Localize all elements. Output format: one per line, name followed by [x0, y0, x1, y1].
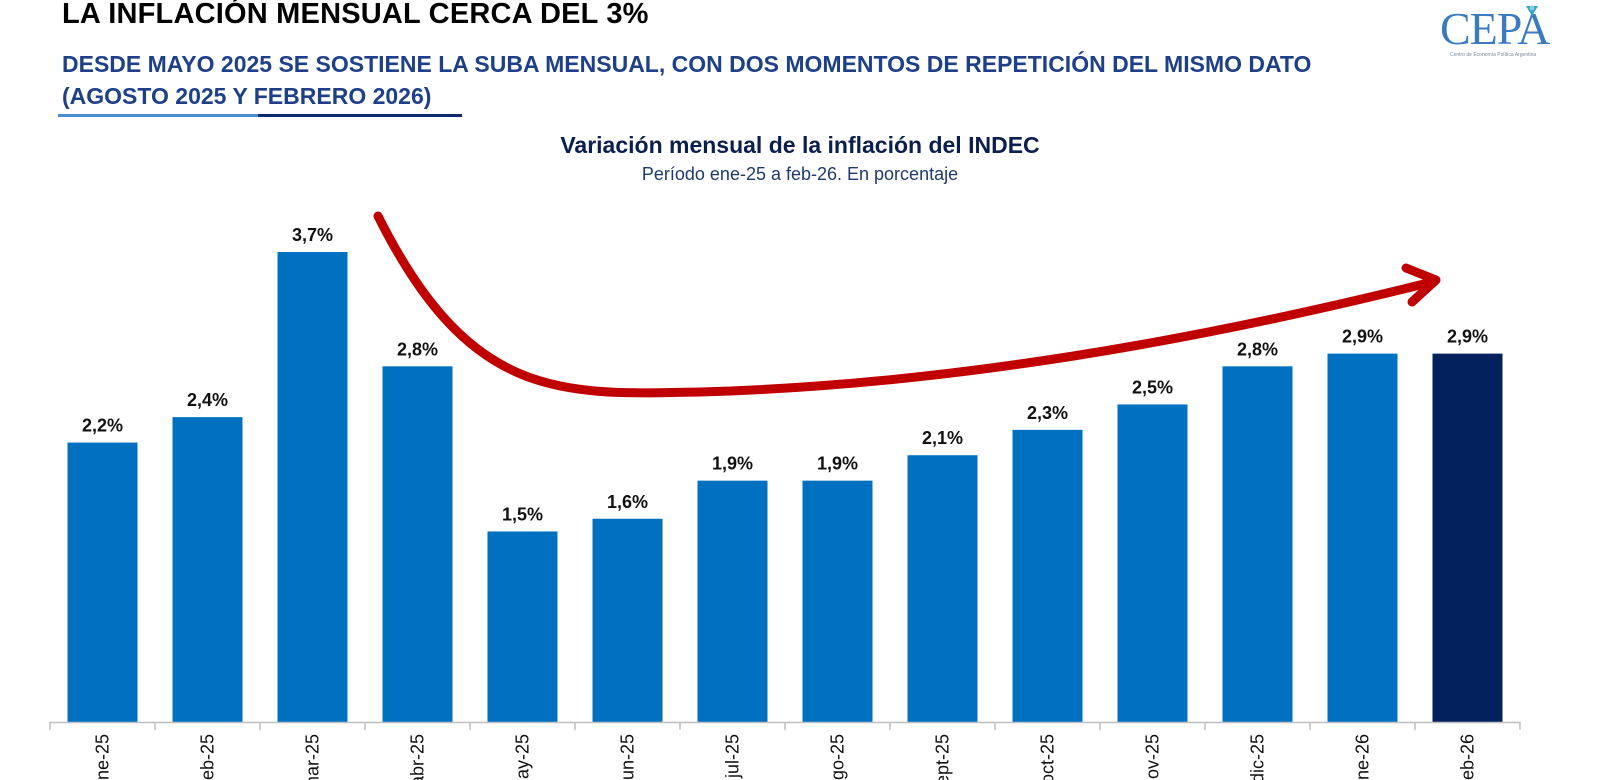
x-tick-label-jun-25: jun-25 [618, 734, 638, 780]
cepa-logo: CEPA Centro de Economía Política Argenti… [1440, 2, 1560, 62]
trend-arrow [373, 211, 1441, 398]
bar-oct-25 [1012, 429, 1083, 722]
bar-jul-25 [697, 480, 768, 722]
bar-dic-25 [1222, 366, 1293, 722]
bar-feb-26 [1432, 353, 1503, 722]
subtitle-underline-light [58, 114, 258, 117]
logo-tagline: Centro de Economía Política Argentina [1450, 52, 1537, 58]
value-label-nov-25: 2,5% [1132, 377, 1173, 397]
subtitle: DESDE MAYO 2025 SE SOSTIENE LA SUBA MENS… [62, 51, 1312, 109]
main-title: LA INFLACIÓN MENSUAL CERCA DEL 3% [62, 0, 649, 30]
bar-mar-25 [277, 252, 348, 722]
trend-arrow-head [1401, 263, 1441, 307]
x-tick-label-jul-25: jul-25 [723, 734, 743, 779]
value-label-may-25: 1,5% [502, 504, 543, 524]
value-label-oct-25: 2,3% [1027, 403, 1068, 423]
value-label-jun-25: 1,6% [607, 492, 648, 512]
chart-subtitle: Período ene-25 a feb-26. En porcentaje [641, 164, 959, 184]
x-tick-label-mar-25: mar-25 [303, 734, 323, 780]
bars-group [67, 252, 1503, 722]
x-tick-label-abr-25: abr-25 [408, 734, 428, 780]
value-label-mar-25: 3,7% [292, 225, 333, 245]
x-tick-label-oct-25: oct-25 [1038, 734, 1058, 780]
x-tick-label-ene-26: ene-26 [1353, 734, 1373, 780]
x-tick-label-ene-25: ene-25 [93, 734, 113, 780]
bar-jun-25 [592, 518, 663, 722]
x-tick-label-dic-25: dic-25 [1248, 734, 1268, 780]
value-label-jul-25: 1,9% [712, 454, 753, 474]
x-tick-label-feb-26: feb-26 [1458, 734, 1478, 780]
x-tick-label-may-25: may-25 [513, 734, 533, 780]
bar-sept-25 [907, 455, 978, 722]
bar-nov-25 [1117, 404, 1188, 722]
bar-ene-25 [67, 442, 138, 722]
value-label-ago-25: 1,9% [817, 454, 858, 474]
value-label-ene-25: 2,2% [82, 416, 123, 436]
logo-drop-icon [1526, 5, 1538, 16]
x-tick-label-ago-25: ago-25 [828, 734, 848, 780]
value-label-feb-25: 2,4% [187, 390, 228, 410]
chart-title: Variación mensual de la inflación del IN… [560, 132, 1040, 158]
value-label-ene-26: 2,9% [1342, 327, 1383, 347]
value-label-abr-25: 2,8% [397, 339, 438, 359]
value-labels-group: 2,2% 2,4% 3,7% 2,8% 1,5% 1,6% 1,9% 1,9% 2,1% 2,3%… [82, 225, 1488, 524]
subtitle-underline-dark [258, 114, 462, 117]
bar-feb-25 [172, 417, 243, 722]
bar-may-25 [487, 531, 558, 722]
x-tick-label-nov-25: nov-25 [1143, 734, 1163, 780]
x-tick-label-sept-25: sept-25 [933, 734, 953, 780]
trend-arrow-curve [373, 211, 1437, 398]
x-axis: ene-25 feb-25 mar-25 abr-25 may-25 jun-25 jul-… [49, 721, 1521, 780]
bar-ene-26 [1327, 353, 1398, 722]
bar-ago-25 [802, 480, 873, 722]
value-label-dic-25: 2,8% [1237, 339, 1278, 359]
bar-abr-25 [382, 366, 453, 722]
value-label-sept-25: 2,1% [922, 428, 963, 448]
x-tick-label-feb-25: feb-25 [198, 734, 218, 780]
value-label-feb-26: 2,9% [1447, 327, 1488, 347]
